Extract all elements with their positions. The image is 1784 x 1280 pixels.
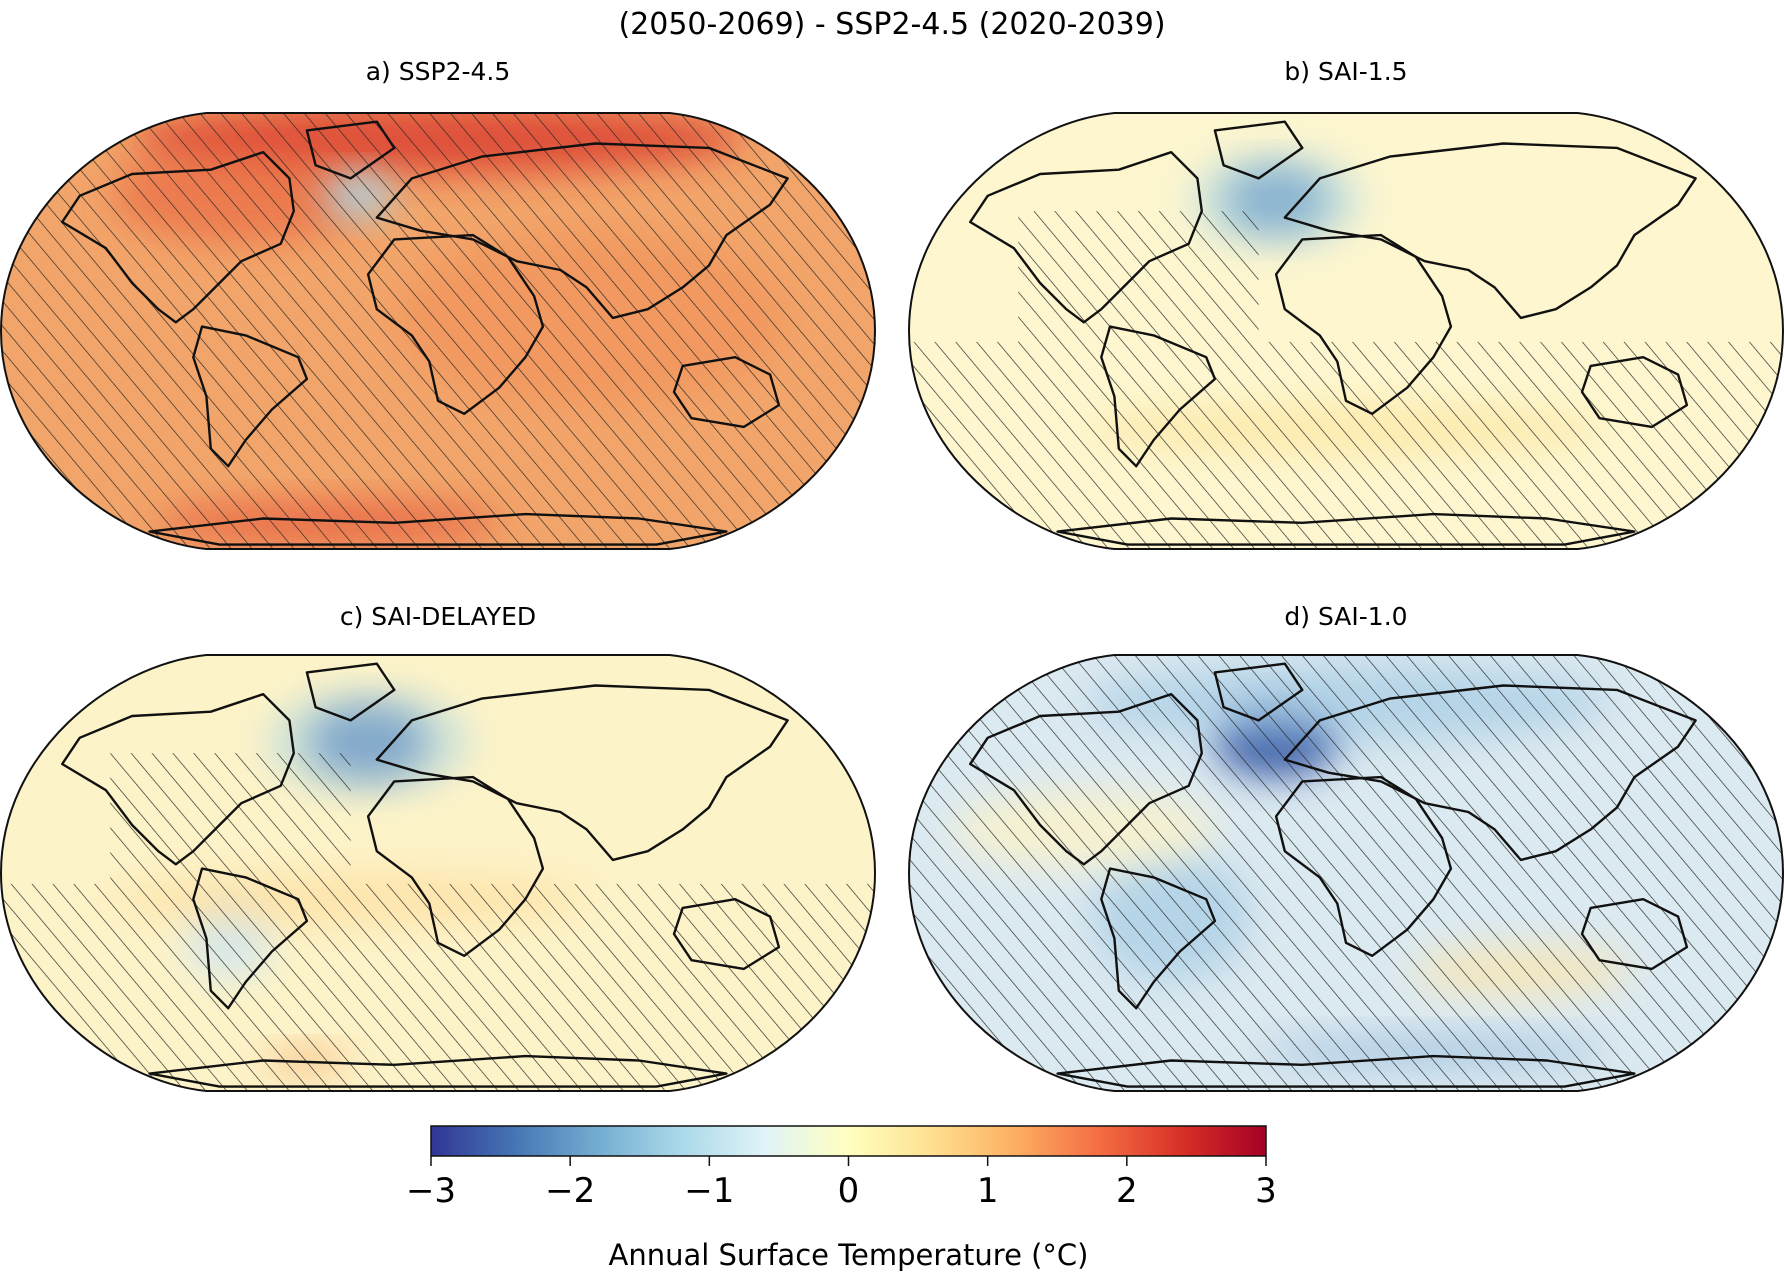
panel-title: c) SAI-DELAYED <box>340 602 536 631</box>
coastline-australia <box>1580 898 1689 971</box>
map-panel-d: d) SAI-1.0 <box>907 602 1784 1092</box>
coastline-greenland <box>305 120 396 180</box>
map-panel-a: a) SSP2-4.5 <box>0 57 877 550</box>
map-outline <box>907 654 1784 1092</box>
coastline-africa <box>1274 775 1453 957</box>
coastline-australia <box>672 356 781 429</box>
coastline-southAmerica <box>1100 325 1217 468</box>
colorbar-tick-label: 1 <box>977 1171 999 1211</box>
significance-hatching <box>909 341 1783 549</box>
panel-title: b) SAI-1.5 <box>1284 57 1407 86</box>
colorbar-tick-label: −3 <box>406 1171 456 1211</box>
coastline-northAmerica <box>969 151 1203 324</box>
colorbar-tick-label: −1 <box>684 1171 734 1211</box>
map-panel-b: b) SAI-1.5 <box>907 57 1784 550</box>
coastline-greenland <box>305 662 396 722</box>
coastline-northAmerica <box>61 151 295 324</box>
coastline-eurasia <box>375 684 789 862</box>
coastline-eurasia <box>375 142 789 320</box>
coastline-africa <box>1274 233 1453 415</box>
coastline-australia <box>1580 356 1689 429</box>
coastline-africa <box>366 775 545 957</box>
coastline-southAmerica <box>1100 867 1217 1010</box>
coastline-antarctica <box>148 1054 728 1088</box>
significance-hatching <box>110 753 351 884</box>
map-outline <box>907 112 1784 550</box>
colorbar-label: Annual Surface Temperature (°C) <box>608 1238 1088 1272</box>
coastline-antarctica <box>148 512 728 546</box>
significance-hatching <box>1 113 875 549</box>
coastline-northAmerica <box>61 693 295 866</box>
coastline-southAmerica <box>192 867 309 1010</box>
coastline-eurasia <box>1283 142 1697 320</box>
coastline-northAmerica <box>969 693 1203 866</box>
coastline-australia <box>672 898 781 971</box>
panel-title: d) SAI-1.0 <box>1284 602 1407 631</box>
map-panel-c: c) SAI-DELAYED <box>0 602 877 1092</box>
significance-hatching <box>909 655 1783 1091</box>
coastline-greenland <box>1213 662 1304 722</box>
significance-hatching <box>1018 211 1259 342</box>
colorbar-tick-label: 2 <box>1116 1171 1138 1211</box>
panel-title: a) SSP2-4.5 <box>366 57 511 86</box>
coastline-antarctica <box>1056 512 1636 546</box>
figure-title: (2050-2069) - SSP2-4.5 (2020-2039) <box>618 7 1165 42</box>
colorbar-tick-label: −2 <box>545 1171 595 1211</box>
coastline-antarctica <box>1056 1054 1636 1088</box>
significance-hatching <box>1 883 875 1091</box>
map-panels: a) SSP2-4.5 b) SAI-1.5 c) SAI-DELAYED d) SA… <box>0 57 1784 1092</box>
colorbar-tick-label: 3 <box>1255 1171 1277 1211</box>
colorbar-tick-label: 0 <box>838 1171 860 1211</box>
map-outline <box>0 112 877 550</box>
coastline-southAmerica <box>192 325 309 468</box>
coastline-greenland <box>1213 120 1304 180</box>
colorbar-gradient <box>430 1125 1267 1157</box>
coastline-eurasia <box>1283 684 1697 862</box>
coastline-africa <box>366 233 545 415</box>
map-outline <box>0 654 877 1092</box>
colorbar: −3 −2 −1 0 1 2 3 Annual Surface Temperature (°C… <box>406 1125 1277 1272</box>
